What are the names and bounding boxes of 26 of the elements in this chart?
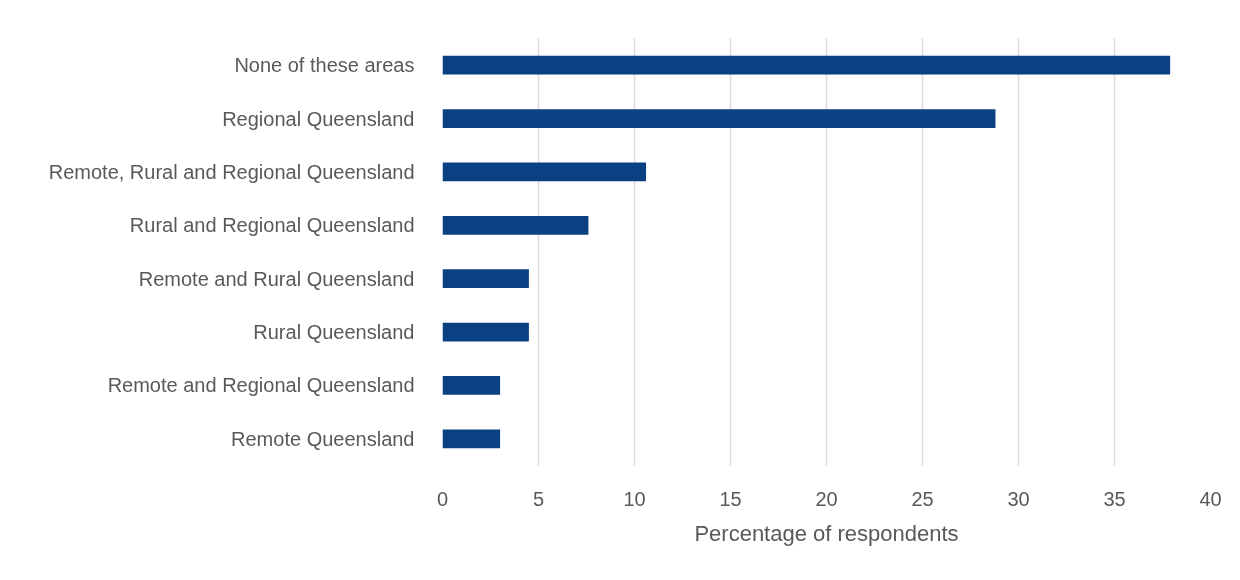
- x-tick-label: 25: [911, 487, 934, 510]
- bar: [442, 162, 647, 182]
- y-tick-label: Remote Queensland: [231, 427, 415, 450]
- y-tick-label: None of these areas: [234, 54, 415, 77]
- x-axis-title: Percentage of respondents: [694, 520, 959, 546]
- x-tick-label: 35: [1103, 487, 1126, 510]
- x-tick-label: 15: [719, 487, 742, 510]
- x-tick-label: 30: [1007, 487, 1030, 510]
- y-tick-label: Rural Queensland: [253, 321, 415, 344]
- x-tick-label: 40: [1199, 487, 1222, 510]
- x-tick-label: 0: [436, 487, 449, 510]
- y-tick-label: Rural and Regional Queensland: [129, 214, 415, 237]
- bar: [442, 269, 529, 289]
- x-tick-label: 5: [532, 487, 545, 510]
- bar: [442, 376, 501, 395]
- bar: [442, 429, 501, 449]
- y-tick-label: Remote and Regional Queensland: [107, 374, 415, 397]
- x-tick-label: 20: [815, 487, 838, 510]
- y-tick-label: Remote and Rural Queensland: [138, 267, 415, 290]
- y-tick-label: Remote, Rural and Regional Queensland: [48, 160, 415, 183]
- bar: [442, 215, 589, 235]
- x-tick-label: 10: [623, 487, 646, 510]
- bar: [442, 109, 996, 128]
- bar: [442, 322, 529, 342]
- y-tick-label: Regional Queensland: [222, 107, 415, 130]
- bar: [442, 55, 1171, 75]
